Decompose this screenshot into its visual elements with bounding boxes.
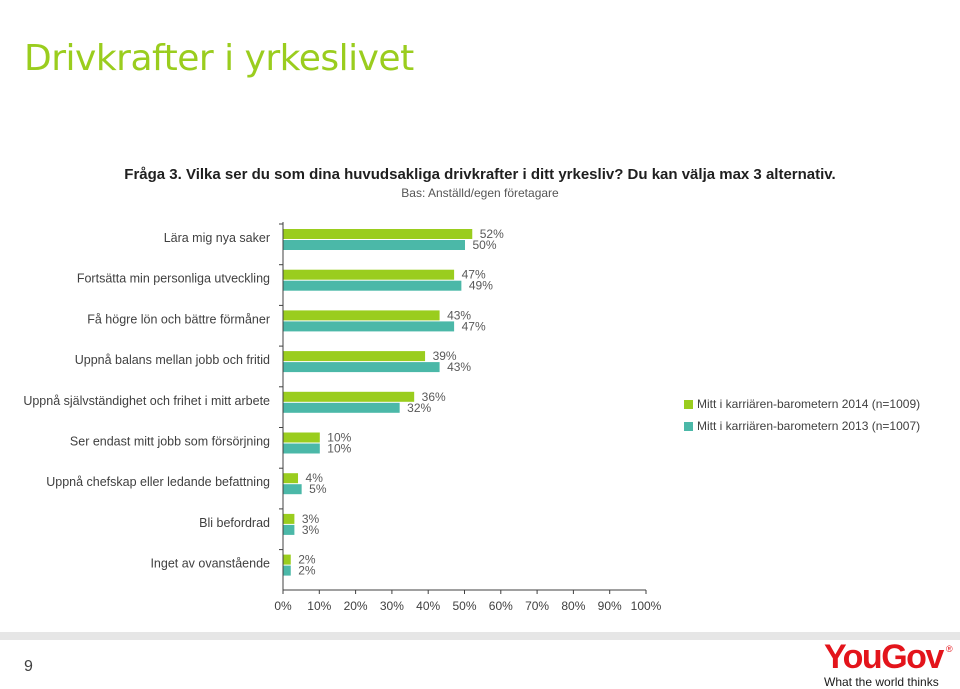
x-tick-label: 90% — [598, 599, 622, 613]
survey-question: Fråga 3. Vilka ser du som dina huvudsakl… — [124, 166, 836, 183]
page-title: Drivkrafter i yrkeslivet — [24, 38, 414, 79]
x-tick-label: 100% — [631, 599, 662, 613]
data-label: 47% — [462, 268, 486, 282]
legend-swatch — [684, 399, 693, 409]
data-label: 43% — [447, 360, 471, 374]
bar-2013 — [283, 443, 320, 454]
category-label: Ser endast mitt jobb som försörjning — [70, 435, 270, 449]
x-tick-label: 50% — [452, 599, 476, 613]
legend-label: Mitt i karriären-barometern 2014 (n=1009… — [697, 397, 921, 411]
yougov-logo: YouGov ® What the world thinks — [824, 638, 954, 689]
data-label: 5% — [309, 482, 327, 496]
logo-tagline: What the world thinks — [824, 675, 939, 689]
bar-2013 — [283, 280, 462, 291]
x-tick-label: 30% — [380, 599, 404, 613]
x-tick-label: 20% — [344, 599, 368, 613]
x-tick-label: 10% — [307, 599, 331, 613]
x-tick-label: 0% — [274, 599, 292, 613]
bar-2013 — [283, 321, 455, 332]
category-label: Få högre lön och bättre förmåner — [87, 312, 270, 326]
category-label: Fortsätta min personliga utveckling — [77, 272, 270, 286]
bar-2014 — [283, 351, 426, 362]
bar-2014 — [283, 473, 299, 484]
chart-legend: Mitt i karriären-barometern 2014 (n=1009… — [684, 393, 920, 437]
data-label: 10% — [327, 431, 351, 445]
x-tick-label: 40% — [416, 599, 440, 613]
category-label: Inget av ovanstående — [150, 557, 270, 571]
x-tick-label: 70% — [525, 599, 549, 613]
bar-2014 — [283, 269, 455, 280]
data-label: 3% — [302, 512, 320, 526]
data-label: 32% — [407, 401, 431, 415]
page-number: 9 — [24, 658, 33, 675]
bar-2013 — [283, 565, 291, 576]
bar-2013 — [283, 402, 400, 413]
data-label: 10% — [327, 442, 351, 456]
bar-2013 — [283, 524, 295, 535]
data-label: 2% — [298, 564, 316, 578]
footer-divider — [0, 632, 960, 640]
data-label: 43% — [447, 308, 471, 322]
bar-2014 — [283, 554, 291, 565]
bar-2014 — [283, 310, 440, 321]
category-label: Lära mig nya saker — [164, 231, 270, 245]
x-tick-label: 80% — [561, 599, 585, 613]
bar-2013 — [283, 484, 302, 495]
category-label: Uppnå chefskap eller ledande befattning — [46, 475, 270, 489]
data-label: 52% — [480, 227, 504, 241]
logo-wordmark: YouGov — [824, 638, 944, 676]
survey-base: Bas: Anställd/egen företagare — [401, 186, 559, 200]
category-label: Bli befordrad — [199, 516, 270, 530]
bar-2013 — [283, 362, 440, 373]
data-label: 49% — [469, 279, 493, 293]
x-tick-label: 60% — [489, 599, 513, 613]
data-label: 2% — [298, 553, 316, 567]
legend-item: Mitt i karriären-barometern 2013 (n=1007… — [684, 415, 920, 437]
data-label: 36% — [422, 390, 446, 404]
bar-2014 — [283, 513, 295, 524]
legend-swatch — [684, 421, 693, 431]
category-label: Uppnå självständighet och frihet i mitt … — [23, 394, 270, 408]
bar-2014 — [283, 229, 473, 239]
data-label: 3% — [302, 523, 320, 537]
category-label: Uppnå balans mellan jobb och fritid — [75, 353, 270, 367]
data-label: 50% — [473, 238, 497, 252]
data-label: 47% — [462, 319, 486, 333]
bar-chart: Lära mig nya saker 52%50%Fortsätta min pe… — [23, 222, 662, 613]
legend-item: Mitt i karriären-barometern 2014 (n=1009… — [684, 393, 920, 415]
legend-label: Mitt i karriären-barometern 2013 (n=1007… — [697, 419, 921, 433]
bar-2014 — [283, 432, 320, 443]
data-label: 4% — [306, 471, 324, 485]
bar-2013 — [283, 240, 465, 250]
registered-mark-icon: ® — [946, 644, 953, 654]
data-label: 39% — [433, 349, 457, 363]
bar-2014 — [283, 391, 415, 402]
